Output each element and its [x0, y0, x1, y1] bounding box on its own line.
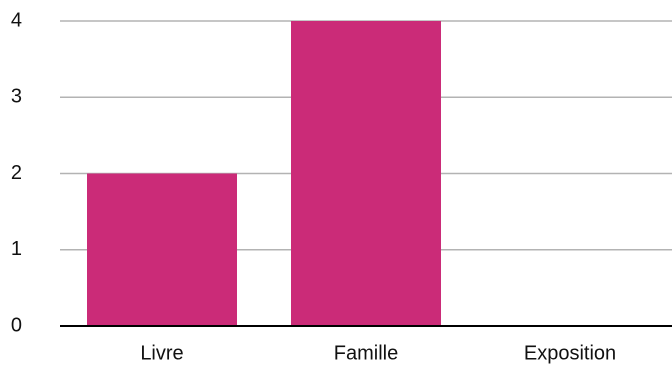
bar-famille: [291, 21, 441, 326]
bars: [87, 21, 441, 326]
y-tick-label: 1: [11, 238, 22, 260]
x-tick-label: Livre: [140, 342, 183, 364]
y-tick-label: 2: [11, 162, 22, 184]
y-tick-label: 0: [11, 314, 22, 336]
x-tick-label: Exposition: [524, 342, 616, 364]
y-tick-label: 4: [11, 9, 22, 31]
x-tick-label: Famille: [334, 342, 398, 364]
y-axis-tick-labels: 0 1 2 3 4: [11, 9, 22, 336]
bar-livre: [87, 173, 237, 326]
x-axis-tick-labels: Livre Famille Exposition: [140, 342, 616, 364]
y-tick-label: 3: [11, 86, 22, 108]
